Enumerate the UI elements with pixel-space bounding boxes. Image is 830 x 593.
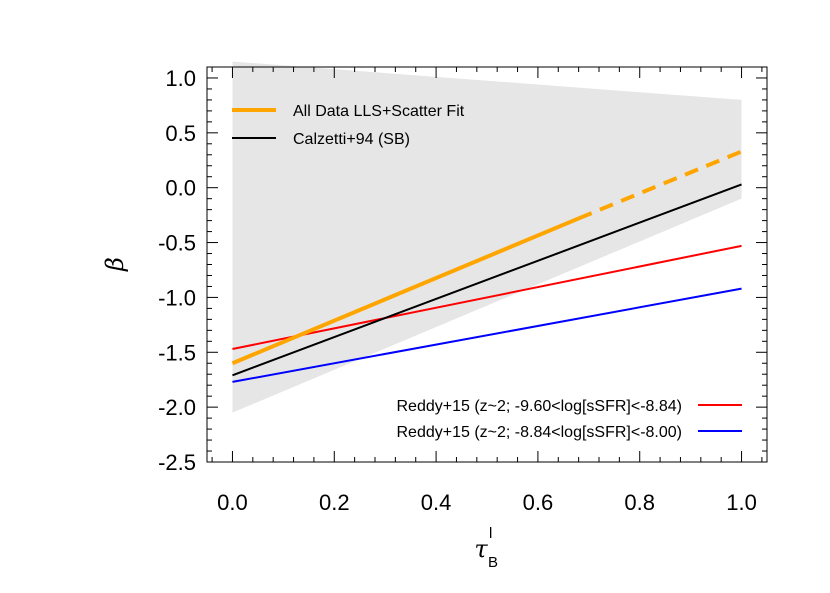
- x-axis-label: τ: [474, 535, 488, 563]
- x-tick-label: 0.4: [421, 490, 452, 515]
- y-axis-label: β: [101, 257, 129, 272]
- series-layer: [231, 149, 743, 383]
- legend-label-0: All Data LLS+Scatter Fit: [293, 103, 465, 120]
- x-tick-label: 1.0: [726, 490, 757, 515]
- scatter-band-layer: [232, 61, 742, 413]
- y-tick-labels: 1.0 0.5 0.0 -0.5 -1.0 -1.5 -2.0 -2.5: [158, 66, 196, 475]
- series-line-1: [232, 183, 742, 377]
- x-tick-label: 0.8: [624, 490, 655, 515]
- y-tick-label: -0.5: [158, 231, 196, 256]
- legend: All Data LLS+Scatter Fit Calzetti+94 (SB)…: [232, 103, 742, 441]
- x-tick-label: 0.0: [217, 490, 248, 515]
- x-axis-label-sub: B: [488, 554, 498, 571]
- series-line-0: [231, 216, 580, 366]
- x-axis-label-sup: l: [489, 525, 492, 542]
- y-tick-label: -2.5: [158, 450, 196, 475]
- x-tick-labels: 0.0 0.2 0.4 0.6 0.8 1.0: [217, 490, 757, 515]
- legend-label-1: Calzetti+94 (SB): [293, 131, 410, 148]
- y-tick-label: 0.5: [165, 121, 196, 146]
- series-line-0-extrapolated: [577, 149, 743, 221]
- series-line-2: [232, 244, 742, 350]
- series-line-3: [232, 287, 742, 383]
- y-tick-label: -2.0: [158, 395, 196, 420]
- y-tick-label: 0.0: [165, 176, 196, 201]
- y-tick-label: -1.5: [158, 340, 196, 365]
- y-tick-label: 1.0: [165, 66, 196, 91]
- scatter-band: [232, 61, 742, 413]
- tick-layer: [207, 67, 767, 463]
- x-tick-label: 0.2: [319, 490, 350, 515]
- x-tick-label: 0.6: [523, 490, 554, 515]
- legend-label-3: Reddy+15 (z~2; -8.84<log[sSFR]<-8.00): [397, 424, 683, 441]
- y-tick-label: -1.0: [158, 285, 196, 310]
- legend-label-2: Reddy+15 (z~2; -9.60<log[sSFR]<-8.84): [397, 398, 683, 415]
